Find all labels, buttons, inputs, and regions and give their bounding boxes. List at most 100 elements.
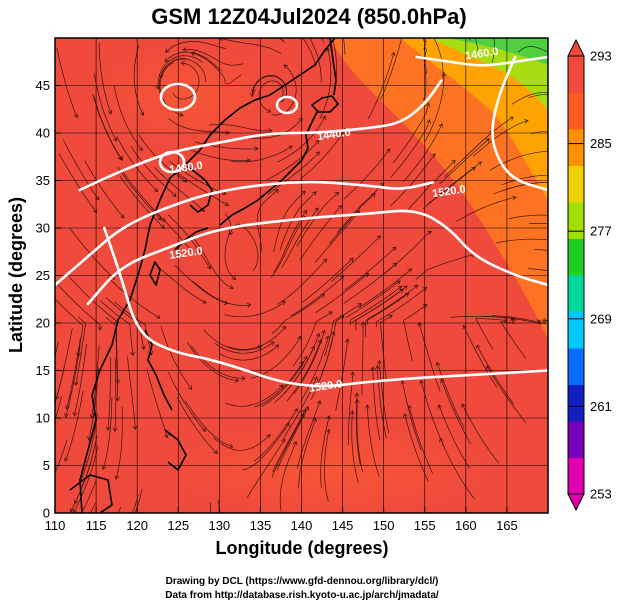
streamline xyxy=(279,441,297,512)
streamline-arrow xyxy=(593,260,597,264)
streamline-arrow xyxy=(427,231,432,236)
streamline xyxy=(182,49,244,66)
streamline xyxy=(462,116,514,161)
streamline xyxy=(271,64,297,116)
streamline xyxy=(286,339,322,402)
streamline-arrow xyxy=(376,235,382,240)
streamline-arrow xyxy=(365,404,370,409)
streamline xyxy=(390,119,431,178)
streamline xyxy=(115,327,119,401)
coast-borneo xyxy=(69,474,113,513)
streamline-arrow xyxy=(298,117,303,122)
contour-closed-low-2 xyxy=(275,95,299,115)
streamline-arrow xyxy=(340,315,345,320)
streamline-arrow xyxy=(188,385,193,390)
streamline xyxy=(415,253,475,280)
streamline-arrow xyxy=(350,371,356,376)
streamline-arrow xyxy=(320,293,325,299)
streamline xyxy=(98,42,112,115)
streamline-arrow xyxy=(104,552,108,556)
streamline xyxy=(476,344,515,405)
streamline-arrow xyxy=(396,280,401,285)
streamline-arrow xyxy=(315,151,320,156)
streamline-arrow xyxy=(270,341,275,346)
streamline-arrow xyxy=(485,138,490,143)
streamline-arrow xyxy=(400,380,406,385)
colorbar-band xyxy=(568,311,584,349)
streamline xyxy=(73,344,87,416)
streamline-arrow xyxy=(87,436,92,441)
streamline-arrow xyxy=(357,303,362,308)
streamline-arrow xyxy=(98,564,102,568)
streamline-arrow xyxy=(97,326,103,331)
x-tick-label: 155 xyxy=(414,518,436,533)
streamline-arrow xyxy=(164,48,170,53)
streamline xyxy=(390,153,436,206)
x-tick-label: 115 xyxy=(86,518,107,533)
streamline xyxy=(93,72,117,142)
streamline xyxy=(310,331,335,400)
streamline xyxy=(292,311,333,367)
streamline xyxy=(298,418,317,489)
streamline-arrow xyxy=(349,410,355,415)
streamline-arrow xyxy=(241,375,246,381)
y-tick-label: 0 xyxy=(43,506,50,521)
warm-patch-south xyxy=(170,425,490,513)
streamline-arrow xyxy=(206,264,211,270)
streamline xyxy=(231,145,293,163)
streamline-arrow xyxy=(388,314,393,320)
streamline xyxy=(403,304,428,362)
streamline-arrow xyxy=(509,116,514,121)
streamline xyxy=(324,303,362,357)
streamline-arrow xyxy=(339,275,345,281)
streamline-arrow xyxy=(523,119,529,124)
streamline-arrow xyxy=(301,190,306,196)
streamline-arrow xyxy=(172,192,177,197)
streamline xyxy=(527,268,548,272)
colorbar-tick-label: 285 xyxy=(590,136,612,151)
streamline-arrow xyxy=(345,338,350,343)
streamline xyxy=(203,329,262,351)
streamline xyxy=(403,123,443,182)
coast-hokkaido xyxy=(311,95,339,113)
streamline-arrow xyxy=(413,284,419,289)
colorbar-band xyxy=(568,457,584,495)
streamline-arrow xyxy=(201,299,207,304)
streamline-arrow xyxy=(44,431,48,435)
coast-ryukyu xyxy=(174,227,209,251)
streamline xyxy=(420,380,446,449)
colorbar-band xyxy=(568,348,584,385)
streamline-arrow xyxy=(422,286,428,292)
streamline xyxy=(501,174,548,186)
streamline-arrow xyxy=(303,355,308,361)
streamline xyxy=(114,358,117,432)
warm-patch-land xyxy=(100,45,280,145)
streamline xyxy=(69,276,119,323)
streamline-arrow xyxy=(114,475,120,480)
streamline-arrow xyxy=(161,217,166,223)
streamline xyxy=(224,213,236,280)
streamline-arrow xyxy=(179,112,184,117)
contour-line xyxy=(55,180,435,287)
streamline xyxy=(192,280,251,306)
streamline-arrow xyxy=(266,108,272,113)
contour-line xyxy=(78,79,443,192)
streamline-arrow xyxy=(274,344,280,349)
streamline-arrow xyxy=(586,104,590,108)
streamline-arrow xyxy=(312,417,317,423)
streamline-arrow xyxy=(228,284,234,290)
streamline-arrow xyxy=(407,404,413,410)
streamline xyxy=(224,301,286,318)
streamline-arrow xyxy=(386,148,391,153)
streamline xyxy=(256,189,279,252)
streamline xyxy=(332,38,337,80)
streamline xyxy=(169,161,227,195)
streamline-arrow xyxy=(225,130,231,135)
streamline xyxy=(350,285,402,326)
colorbar-tick-label: 277 xyxy=(590,224,612,239)
streamline xyxy=(379,315,393,380)
chart-title: GSM 12Z04Jul2024 (850.0hPa) xyxy=(151,4,467,29)
streamline-arrow xyxy=(302,209,307,215)
streamline-arrow xyxy=(180,61,186,66)
streamline xyxy=(254,361,304,408)
